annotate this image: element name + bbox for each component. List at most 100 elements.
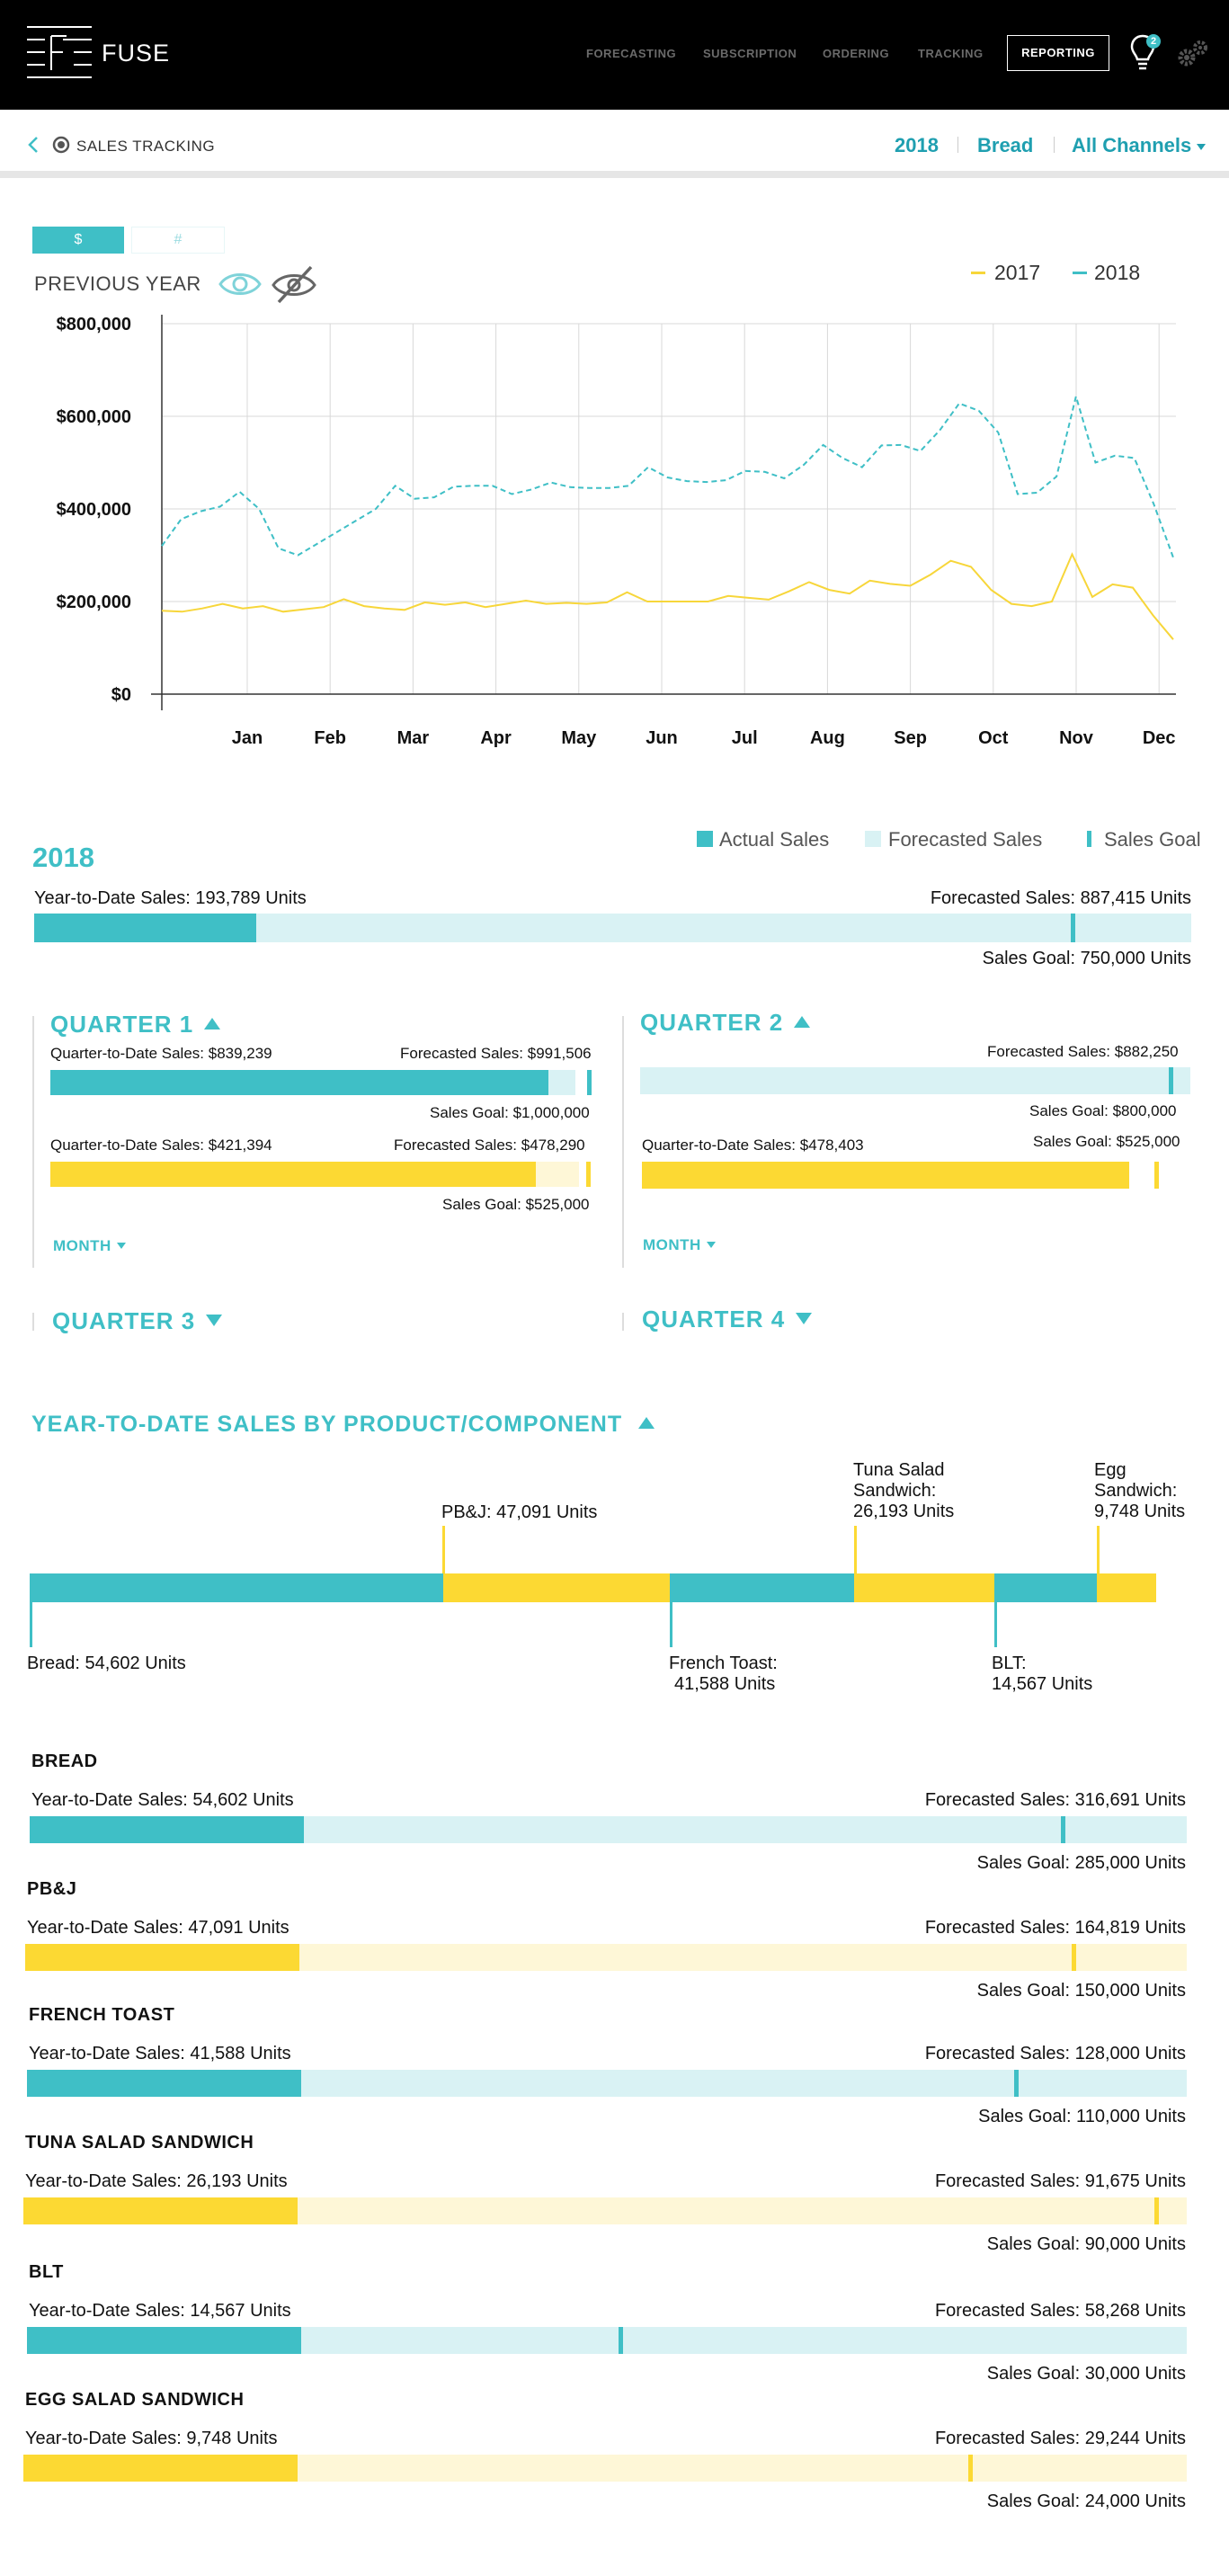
quarter-1-toggle[interactable]: QUARTER 1 — [50, 1011, 221, 1038]
quarter-2-toggle[interactable]: QUARTER 2 — [640, 1009, 811, 1037]
french-toast-label-line2: 41,588 Units — [674, 1674, 776, 1694]
q2-month-dropdown[interactable]: MONTH — [643, 1236, 716, 1254]
nav-ordering[interactable]: ORDERING — [823, 47, 890, 60]
egg-sandwich-label-line2: Sandwich: — [1094, 1481, 1178, 1501]
x-tick-label: Dec — [1143, 728, 1176, 748]
product-title-bread: BREAD — [31, 1752, 98, 1771]
legend-2018-label: 2018 — [1094, 261, 1141, 284]
eye-slash-icon[interactable] — [270, 263, 318, 306]
product-ytd-bread: Year-to-Date Sales: 54,602 Units — [31, 1790, 294, 1810]
product-bar-fill-egg-salad-sandwich — [23, 2455, 298, 2482]
quarter-4-title: QUARTER 4 — [642, 1306, 786, 1333]
product-filter[interactable]: Bread — [977, 134, 1034, 156]
nav-subscription[interactable]: SUBSCRIPTION — [703, 47, 797, 60]
x-tick-label: Jan — [232, 728, 263, 748]
product-ytd-egg-salad-sandwich: Year-to-Date Sales: 9,748 Units — [25, 2429, 278, 2448]
french-toast-segment-label: French Toast: 41,588 Units — [669, 1653, 778, 1695]
triangle-up-icon — [794, 1016, 811, 1028]
product-goal-tuna-salad-sandwich: Sales Goal: 90,000 Units — [986, 2234, 1186, 2254]
q2-row2-left: Quarter-to-Date Sales: $478,403 — [642, 1136, 864, 1154]
tuna-salad-label-line1: Tuna Salad — [853, 1460, 945, 1480]
ytd-by-product-toggle[interactable]: YEAR-TO-DATE SALES BY PRODUCT/COMPONENT — [31, 1412, 655, 1438]
product-title-french-toast: FRENCH TOAST — [29, 2005, 175, 2025]
product-goal-marker-french-toast — [1014, 2070, 1019, 2097]
segment-bread[interactable] — [30, 1573, 443, 1602]
ytd-by-product-title: YEAR-TO-DATE SALES BY PRODUCT/COMPONENT — [31, 1412, 623, 1437]
product-forecast-egg-salad-sandwich: Forecasted Sales: 29,244 Units — [934, 2429, 1186, 2448]
nav-tracking[interactable]: TRACKING — [918, 47, 984, 60]
legend-2017-swatch — [971, 272, 985, 274]
q2-row1-goal: Sales Goal: $800,000 — [1029, 1102, 1177, 1119]
nav-forecasting[interactable]: FORECASTING — [586, 47, 677, 60]
product-goal-marker-bread — [1061, 1816, 1065, 1843]
x-tick-label: May — [561, 728, 597, 748]
product-goal-blt: Sales Goal: 30,000 Units — [986, 2364, 1186, 2384]
product-bar-fill-french-toast — [27, 2070, 301, 2097]
segment-tuna-salad[interactable] — [854, 1573, 994, 1602]
channel-filter[interactable]: All Channels — [1072, 134, 1207, 157]
tuna-salad-label-line3: 26,193 Units — [853, 1502, 955, 1521]
product-forecast-tuna-salad-sandwich: Forecasted Sales: 91,675 Units — [934, 2171, 1186, 2191]
segment-french-toast[interactable] — [670, 1573, 854, 1602]
series-line-2017 — [161, 552, 1174, 640]
product-goal-marker-egg-salad-sandwich — [968, 2455, 973, 2482]
triangle-down-icon — [206, 1315, 223, 1326]
quarter-1-divider — [32, 1016, 34, 1268]
brand-name[interactable]: FUSE — [102, 40, 171, 67]
actual-sales-legend-label: Actual Sales — [719, 828, 830, 851]
quarter-2-title: QUARTER 2 — [640, 1009, 784, 1036]
blt-label-line2: 14,567 Units — [992, 1674, 1093, 1694]
product-bar-fill-pb-j — [25, 1944, 299, 1971]
egg-sandwich-leader-line — [1097, 1526, 1100, 1573]
x-tick-label: Apr — [480, 728, 512, 748]
back-arrow-icon[interactable] — [27, 135, 40, 155]
triangle-up-icon — [638, 1417, 655, 1429]
fuse-logo-icon[interactable] — [27, 25, 92, 83]
product-bar-fill-bread — [30, 1816, 304, 1843]
q1-month-dropdown[interactable]: MONTH — [53, 1237, 126, 1255]
chevron-down-icon — [1197, 144, 1207, 150]
product-goal-pb-j: Sales Goal: 150,000 Units — [976, 1981, 1186, 2001]
q2-row1-bar-track — [640, 1067, 1190, 1094]
nav-reporting[interactable]: REPORTING — [1007, 35, 1109, 71]
year-goal-marker — [1071, 914, 1075, 942]
quarter-4-toggle[interactable]: QUARTER 4 — [642, 1306, 813, 1333]
quarter-3-toggle[interactable]: QUARTER 3 — [52, 1307, 223, 1335]
sales-goal-legend-label: Sales Goal — [1104, 828, 1201, 851]
actual-sales-legend-swatch — [697, 831, 713, 847]
year-filter[interactable]: 2018 — [895, 134, 939, 156]
segment-egg-sandwich[interactable] — [1097, 1573, 1156, 1602]
product-forecast-pb-j: Forecasted Sales: 164,819 Units — [924, 1918, 1186, 1938]
tuna-salad-segment-label: Tuna Salad Sandwich: 26,193 Units — [853, 1460, 954, 1522]
q1-row2-goal-marker — [586, 1162, 591, 1187]
product-title-pb-j: PB&J — [27, 1879, 77, 1899]
product-goal-marker-tuna-salad-sandwich — [1154, 2197, 1159, 2224]
page-title: SALES TRACKING — [76, 138, 216, 155]
product-forecast-french-toast: Forecasted Sales: 128,000 Units — [924, 2044, 1186, 2063]
segment-blt[interactable] — [994, 1573, 1097, 1602]
product-goal-marker-blt — [619, 2327, 623, 2354]
quarter-2-divider — [622, 1016, 624, 1268]
chevron-down-icon — [706, 1242, 716, 1248]
sales-line-chart: $800,000 $600,000 $400,000 $200,000 $0 Jan Feb… — [57, 315, 1176, 748]
eye-icon[interactable] — [218, 264, 263, 304]
quarter-4-divider — [622, 1313, 624, 1331]
product-title-blt: BLT — [29, 2262, 64, 2282]
q2-row2-goal-marker — [1154, 1162, 1159, 1189]
egg-sandwich-label-line3: 9,748 Units — [1094, 1502, 1186, 1521]
blt-label-line1: BLT: — [992, 1653, 1027, 1673]
gears-icon[interactable] — [1174, 36, 1210, 72]
q2-row2-right: Sales Goal: $525,000 — [1033, 1133, 1180, 1150]
dollar-toggle[interactable]: $ — [32, 227, 124, 254]
product-forecast-bread: Forecasted Sales: 316,691 Units — [924, 1790, 1186, 1810]
notification-badge: 2 — [1146, 34, 1161, 49]
segment-pbj[interactable] — [443, 1573, 670, 1602]
legend-2017-label: 2017 — [994, 261, 1041, 284]
q1-month-label: MONTH — [53, 1237, 111, 1254]
product-forecast-blt: Forecasted Sales: 58,268 Units — [934, 2301, 1186, 2321]
year-forecast-label: Forecasted Sales: 887,415 Units — [930, 888, 1191, 908]
target-icon — [52, 136, 70, 154]
units-toggle[interactable]: # — [131, 227, 225, 254]
bread-leader-line — [30, 1602, 32, 1647]
q1-row2-right: Forecasted Sales: $478,290 — [394, 1136, 585, 1154]
